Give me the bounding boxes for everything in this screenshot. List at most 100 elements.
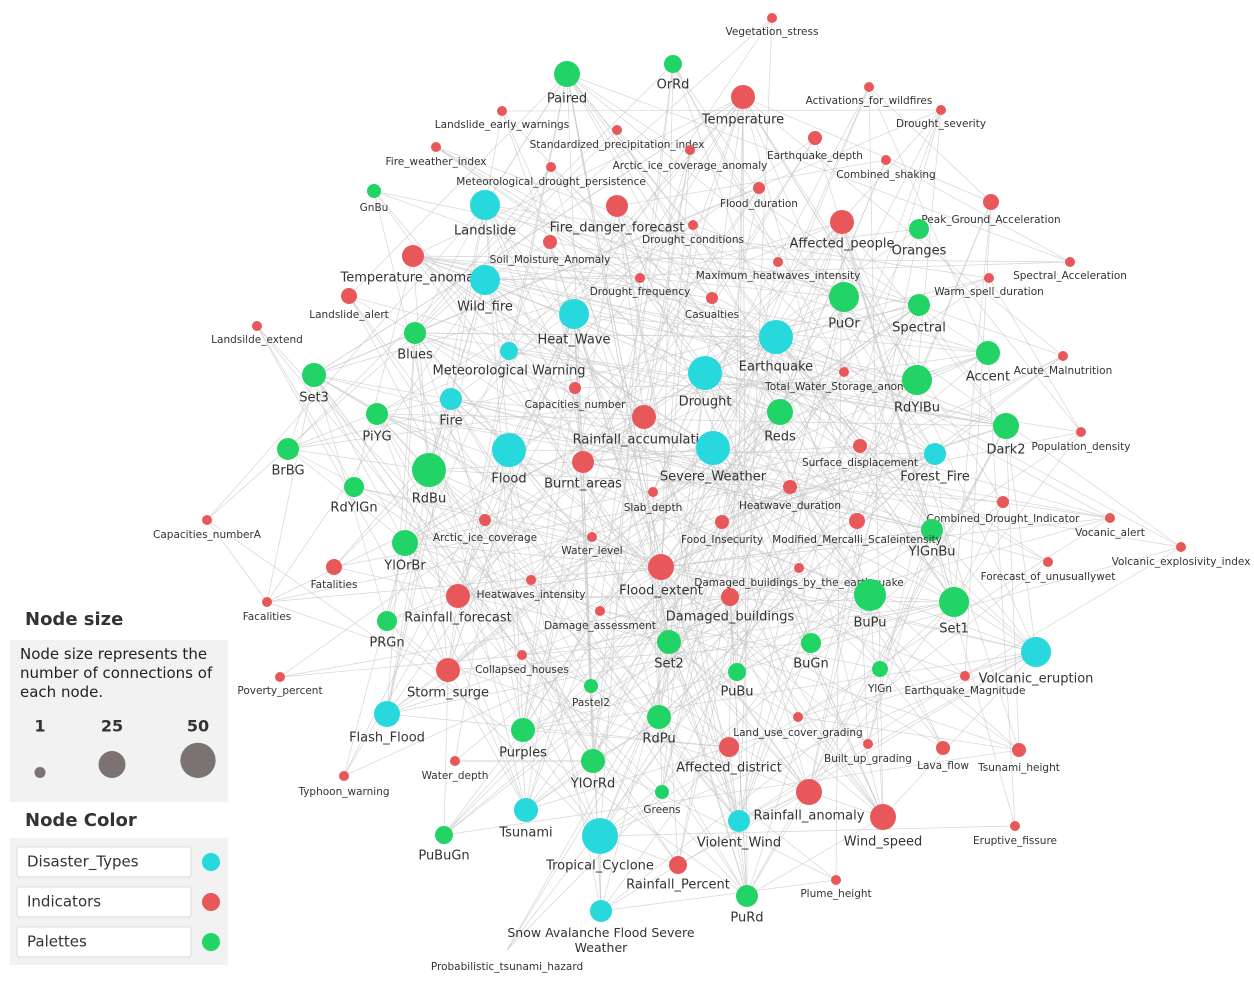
node-label: Oranges [892, 244, 947, 259]
node [688, 356, 722, 390]
edge [508, 96, 744, 352]
edge [742, 96, 933, 531]
node-label: Dark2 [986, 443, 1025, 458]
node [392, 530, 418, 556]
edge [450, 398, 662, 568]
edge [206, 519, 748, 897]
node [839, 367, 849, 377]
edge [566, 73, 845, 298]
edge [953, 501, 1004, 603]
node-label: Volcanic_eruption [979, 672, 1094, 687]
node-label: Rainfall_accumulation [573, 433, 716, 448]
node-label: BrBG [271, 464, 304, 479]
node [909, 219, 929, 239]
node-label: Meteorological Warning [432, 364, 585, 379]
node-label: Fatalities [311, 579, 358, 591]
node [374, 701, 400, 727]
node-label: Spectral [892, 321, 946, 336]
edge [443, 486, 791, 836]
edge [412, 255, 713, 299]
size-legend-description: Node size represents the number of conne… [20, 645, 213, 701]
color-legend-label: Indicators [27, 893, 101, 911]
edge [988, 277, 1082, 433]
node-label: Drought_conditions [642, 234, 744, 246]
node [872, 661, 888, 677]
color-legend-item-box [16, 886, 192, 918]
node [796, 779, 822, 805]
edge [616, 159, 887, 207]
edge [404, 542, 663, 793]
node-label: Set3 [299, 391, 329, 406]
edge [386, 187, 760, 715]
size-legend-label: 25 [101, 717, 123, 736]
node-label: Landslide_early_warnings [435, 119, 569, 131]
edge [808, 791, 884, 818]
node [685, 145, 695, 155]
edge [658, 96, 744, 718]
edge [343, 542, 406, 777]
edge [660, 517, 1111, 568]
edge [869, 594, 944, 749]
color-legend-dot [202, 893, 220, 911]
edge [484, 261, 1071, 281]
edge [484, 166, 552, 281]
edge [521, 594, 871, 656]
edge [658, 453, 936, 718]
edge [916, 201, 992, 381]
edge [566, 73, 662, 568]
node [470, 265, 500, 295]
node [715, 515, 729, 529]
node-label: Activations_for_wildfires [806, 95, 933, 107]
node [939, 587, 969, 617]
edge [508, 296, 845, 451]
node [908, 294, 930, 316]
edge [738, 304, 920, 822]
edge [256, 325, 355, 488]
edge [525, 431, 1082, 811]
edge [522, 546, 1182, 731]
edge [868, 86, 989, 354]
edge [506, 791, 663, 951]
node-label: Slab_depth [624, 502, 683, 514]
edge [457, 529, 933, 597]
edge [506, 567, 800, 951]
edge [443, 521, 723, 836]
node-label: Facalities [243, 611, 292, 623]
node [767, 13, 777, 23]
node [993, 413, 1019, 439]
edge [373, 190, 920, 306]
edge [934, 453, 955, 603]
node [435, 826, 453, 844]
node [983, 194, 999, 210]
node [648, 554, 674, 580]
edge [1005, 425, 1020, 751]
node-label: PRGn [369, 636, 404, 651]
node-label: Standardized_precipitation_index [530, 139, 705, 151]
edge [661, 304, 920, 793]
node [595, 606, 605, 616]
edge [447, 595, 459, 671]
node [479, 514, 491, 526]
node-label: Meteorological_drought_persistence [456, 176, 646, 188]
node [546, 162, 556, 172]
edge [775, 336, 955, 603]
node [902, 365, 932, 395]
node [526, 575, 536, 585]
node [341, 288, 357, 304]
node-label: GnBu [360, 202, 389, 214]
size-legend-circle [180, 742, 216, 778]
node [849, 513, 865, 529]
node [728, 810, 750, 832]
node-label: Collapsed_houses [475, 664, 569, 676]
node-label: Arctic_ice_coverage_anomaly [613, 160, 768, 172]
node [500, 342, 518, 360]
edge [386, 620, 449, 671]
node-label: Arctic_ice_coverage [433, 532, 537, 544]
node-label: PuBuGn [418, 849, 469, 864]
edge [386, 620, 601, 837]
edge [775, 336, 861, 447]
edge [404, 332, 416, 544]
edge [616, 205, 645, 418]
node [854, 579, 886, 611]
edge [600, 561, 1049, 912]
